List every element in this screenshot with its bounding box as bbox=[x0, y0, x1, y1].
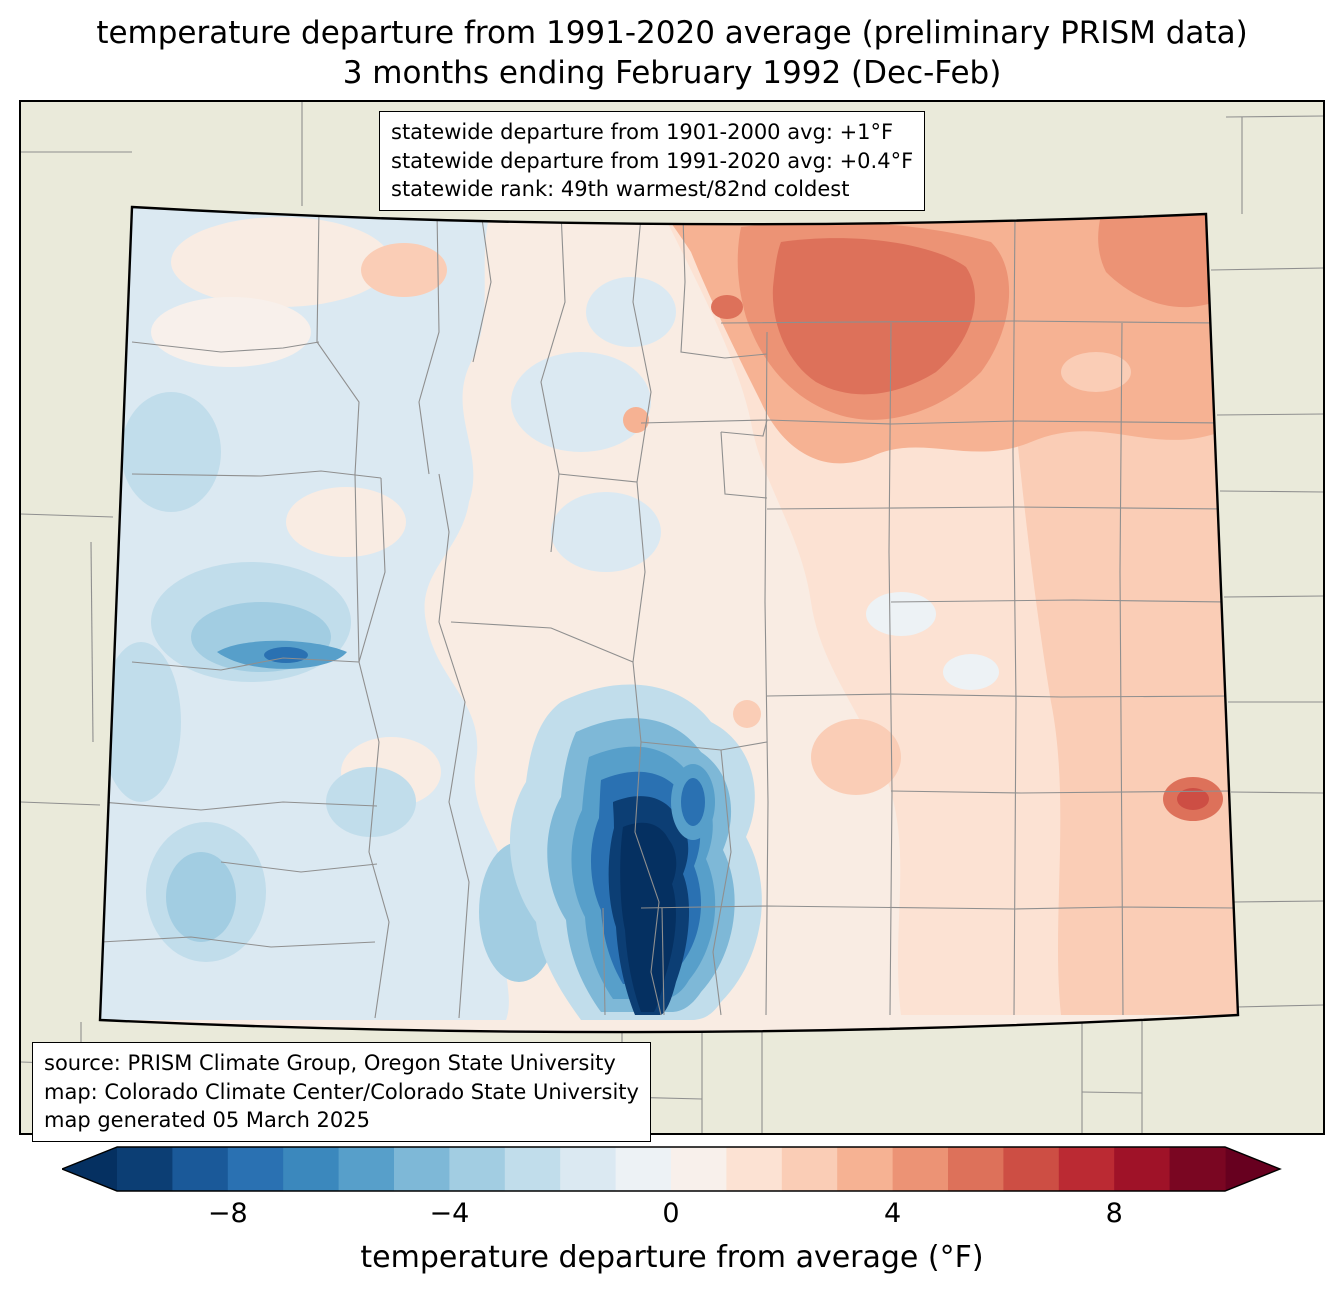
region-neutral-patch bbox=[286, 487, 406, 557]
colorbar-segment bbox=[781, 1147, 838, 1191]
stats-line-1: statewide departure from 1901-2000 avg: … bbox=[391, 120, 894, 144]
state-border bbox=[98, 205, 1240, 1034]
state-fill-regions bbox=[100, 207, 1238, 1033]
colorbar-segment bbox=[837, 1147, 894, 1191]
region-northeast-hot-core bbox=[772, 238, 975, 395]
stats-line-3: statewide rank: 49th warmest/82nd coldes… bbox=[391, 177, 850, 202]
colorbar-segment bbox=[560, 1147, 617, 1191]
region-west-cool-patch bbox=[121, 392, 221, 512]
colorbar-segment bbox=[449, 1147, 506, 1191]
colorbar-segment bbox=[1114, 1147, 1171, 1191]
region-central-cool-patch bbox=[551, 492, 661, 572]
region-plains-cool-spot bbox=[943, 654, 999, 690]
colorbar-segment bbox=[394, 1147, 450, 1191]
region-warm-spot bbox=[811, 719, 901, 795]
colorbar-segment bbox=[892, 1147, 949, 1191]
colorbar-segment bbox=[671, 1147, 727, 1191]
region-cold-side-blob-core bbox=[681, 778, 705, 826]
colorbar-tick-label: 0 bbox=[662, 1198, 680, 1229]
colorado-anomaly-map bbox=[21, 102, 1323, 1133]
region-nw-warm-spot bbox=[361, 243, 447, 297]
colorbar-under-arrow bbox=[62, 1147, 117, 1191]
colorbar-segment bbox=[227, 1147, 284, 1191]
colorado-county-lines bbox=[100, 208, 1236, 1019]
source-box: source: PRISM Climate Group, Oregon Stat… bbox=[32, 1042, 651, 1142]
colorbar-segment bbox=[1169, 1147, 1226, 1191]
colorbar bbox=[60, 1146, 1282, 1192]
region-cold-core-dark bbox=[620, 822, 677, 1012]
colorbar-outline bbox=[60, 1146, 1282, 1192]
region-warm-lighter-spot bbox=[1061, 352, 1131, 392]
colorbar-segment bbox=[338, 1147, 395, 1191]
region-warm-spot bbox=[733, 700, 761, 728]
colorbar-segment bbox=[948, 1147, 1004, 1191]
colorbar-over-arrow bbox=[1225, 1147, 1280, 1191]
region-east-hot-spot-core bbox=[1177, 788, 1209, 810]
region-ne-corner-warm bbox=[1098, 215, 1215, 308]
region-west-cool-patch bbox=[166, 852, 236, 942]
stats-line-2: statewide departure from 1991-2020 avg: … bbox=[391, 148, 914, 173]
stats-box: statewide departure from 1901-2000 avg: … bbox=[379, 111, 926, 211]
figure-title: temperature departure from 1991-2020 ave… bbox=[0, 14, 1344, 93]
colorbar-svg bbox=[60, 1146, 1282, 1192]
colorbar-segment bbox=[117, 1147, 173, 1191]
source-line-3: map generated 05 March 2025 bbox=[44, 1108, 371, 1133]
colorbar-segment bbox=[1058, 1147, 1115, 1191]
colorbar-tick-label: −4 bbox=[429, 1198, 470, 1229]
source-line-1: source: PRISM Climate Group, Oregon Stat… bbox=[44, 1051, 616, 1075]
colorbar-segment bbox=[172, 1147, 229, 1191]
region-warm-spot bbox=[711, 295, 743, 319]
title-line-2: 3 months ending February 1992 (Dec-Feb) bbox=[342, 54, 1002, 91]
region-west-cool-patch bbox=[101, 642, 181, 802]
colorbar-label: temperature departure from average (°F) bbox=[360, 1240, 984, 1275]
colorbar-segment bbox=[726, 1147, 783, 1191]
region-west-cool-patch bbox=[326, 767, 416, 837]
region-central-cool-patch bbox=[586, 277, 676, 347]
colorbar-tick-label: −8 bbox=[207, 1198, 248, 1229]
region-neutral-patch bbox=[171, 217, 391, 307]
title-line-1: temperature departure from 1991-2020 ave… bbox=[96, 15, 1248, 51]
map-axes: statewide departure from 1901-2000 avg: … bbox=[19, 100, 1325, 1142]
colorbar-segment bbox=[283, 1147, 340, 1191]
colorbar-segment bbox=[504, 1147, 561, 1191]
colorbar-segment bbox=[615, 1147, 672, 1191]
colorbar-tick-label: 4 bbox=[884, 1198, 902, 1229]
region-neutral-patch bbox=[151, 297, 311, 367]
region-plains-cool-spot bbox=[866, 592, 936, 636]
source-line-2: map: Colorado Climate Center/Colorado St… bbox=[44, 1079, 639, 1104]
colorbar-tick-label: 8 bbox=[1105, 1198, 1123, 1229]
region-central-cool-patch bbox=[511, 352, 651, 452]
region-warm-spot bbox=[623, 407, 649, 433]
colorbar-segment bbox=[1003, 1147, 1060, 1191]
neighbor-county-lines bbox=[21, 102, 1323, 1133]
